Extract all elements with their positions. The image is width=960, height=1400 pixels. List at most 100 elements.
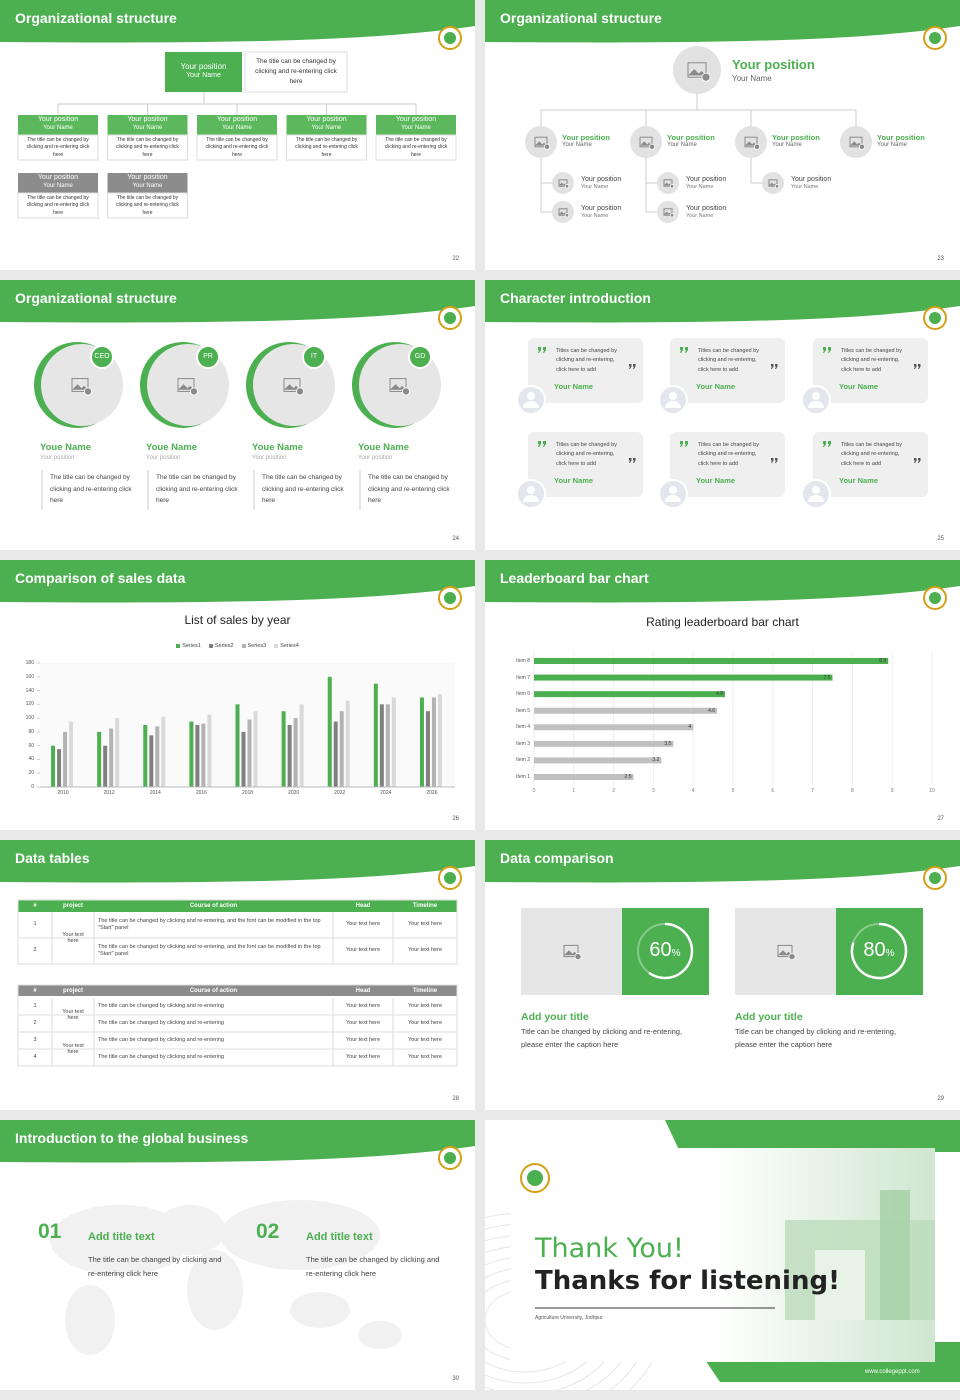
- bar: [57, 749, 62, 787]
- table-cell: Your text here: [345, 1053, 381, 1060]
- slide-graphics: [485, 840, 960, 995]
- value-label: 8.9: [879, 658, 887, 664]
- connector: [57, 92, 417, 115]
- bar: [97, 731, 102, 787]
- image-icon: [389, 378, 407, 392]
- image-icon: [687, 62, 707, 78]
- percent-value: 60: [649, 939, 672, 961]
- image-icon: [534, 136, 548, 148]
- x-tick-label: 2014: [149, 790, 161, 796]
- url: www.collegeppt.com: [865, 1369, 920, 1375]
- open-quote: [823, 441, 831, 447]
- table-cell: Your text here: [345, 921, 381, 928]
- page-number: 24: [452, 536, 459, 542]
- box-desc: The title can be changed by clicking and…: [26, 195, 90, 216]
- item-text: Title can be changed by clicking and re-…: [735, 1027, 897, 1050]
- percent-unit: %: [671, 948, 681, 959]
- bar: [235, 704, 240, 787]
- box-position: Your position: [306, 116, 347, 123]
- level2-avatar: [525, 126, 557, 158]
- close-quote: [771, 458, 778, 463]
- level2-avatar: [735, 126, 767, 158]
- bar: [339, 711, 344, 787]
- map-shape: [187, 1250, 243, 1330]
- x-tick-label: 6: [771, 788, 775, 794]
- table-cell: 2: [33, 1019, 37, 1026]
- item-title: Add title text: [306, 1231, 373, 1243]
- x-tick-label: 8: [851, 788, 854, 794]
- green-panel: [622, 908, 709, 995]
- map-shape: [358, 1321, 402, 1349]
- badge: [196, 345, 220, 369]
- y-tick-label: Item 2: [516, 757, 530, 764]
- image-icon: [639, 136, 653, 148]
- bar: [385, 704, 390, 787]
- bar: [534, 707, 718, 714]
- image-icon: [768, 179, 778, 187]
- slide-graphics: [0, 840, 475, 1067]
- image-icon-mountain: [559, 182, 567, 186]
- avatar-head: [812, 486, 820, 494]
- box-desc: The title can be changed by clicking and…: [26, 137, 90, 158]
- level2-name: Your Name: [772, 142, 802, 148]
- close-quote: [914, 458, 921, 463]
- y-tick-label: Item 5: [516, 707, 530, 714]
- card: [670, 432, 785, 497]
- slide: Organizational structure 23 Your position Y…: [485, 0, 960, 270]
- box-desc-frame: [375, 134, 457, 161]
- item-title: Add your title: [735, 1011, 803, 1023]
- bar: [299, 704, 304, 787]
- box-desc-frame: [107, 192, 188, 219]
- table-cell: Your text here: [407, 1019, 443, 1026]
- open-quote: [538, 441, 546, 447]
- y-tick-label: 140: [25, 687, 34, 694]
- box-header: [197, 115, 277, 135]
- level2-avatar: [840, 126, 872, 158]
- project-cell: Your text here: [62, 932, 84, 944]
- ring-progress: [648, 922, 694, 980]
- avatar-head: [812, 392, 820, 400]
- avatar-head: [669, 392, 677, 400]
- university: Agriculture University, Jodhpur: [535, 1315, 603, 1321]
- table-cell: 3: [33, 1036, 37, 1043]
- box-header: [18, 173, 98, 193]
- y-tick-label: 180: [25, 660, 34, 666]
- slide: Organizational structure 24 CEO Youe Name Yo…: [0, 280, 475, 550]
- subtitle: Thanks for listening!: [535, 1266, 840, 1296]
- table-cell: The title can be changed by clicking and…: [98, 1002, 224, 1009]
- value-label: 3.2: [652, 757, 660, 764]
- table-header-cell: project: [62, 987, 83, 994]
- logo-inner: [444, 872, 456, 884]
- item-title: Add title text: [88, 1231, 155, 1243]
- table-cell: Your text here: [407, 1036, 443, 1043]
- bar: [281, 711, 286, 787]
- header-band: [0, 280, 475, 323]
- legend-item: Series1: [176, 643, 201, 649]
- y-tick-label: 40: [28, 756, 34, 763]
- bar: [534, 724, 694, 731]
- image-panel: [521, 908, 622, 995]
- card-text: Titles can be changed by clicking and re…: [556, 442, 617, 467]
- top-avatar: [673, 46, 721, 94]
- x-tick-label: 2022: [334, 790, 346, 796]
- map-shape: [50, 1205, 190, 1275]
- value-label: 4.6: [708, 707, 716, 714]
- card-name: Your Name: [839, 382, 879, 391]
- bar: [195, 725, 200, 787]
- box-header: [286, 115, 367, 135]
- legend: Series1 Series2 Series3 Series4: [0, 643, 475, 649]
- badge-text: GD: [414, 353, 426, 360]
- image-icon-plus: [574, 953, 582, 961]
- image-icon-mountain: [564, 950, 578, 956]
- logo-inner: [929, 592, 941, 604]
- bar: [201, 723, 206, 787]
- percent-label: 80%: [849, 939, 909, 962]
- x-tick-label: 1: [572, 788, 576, 794]
- level2-position: Your position: [772, 133, 820, 142]
- percent-value: 80: [863, 939, 886, 961]
- logo-inner: [444, 312, 456, 324]
- bar: [149, 735, 154, 787]
- page-number: 26: [452, 816, 459, 822]
- bar: [373, 683, 378, 787]
- table-frame: [17, 984, 458, 1067]
